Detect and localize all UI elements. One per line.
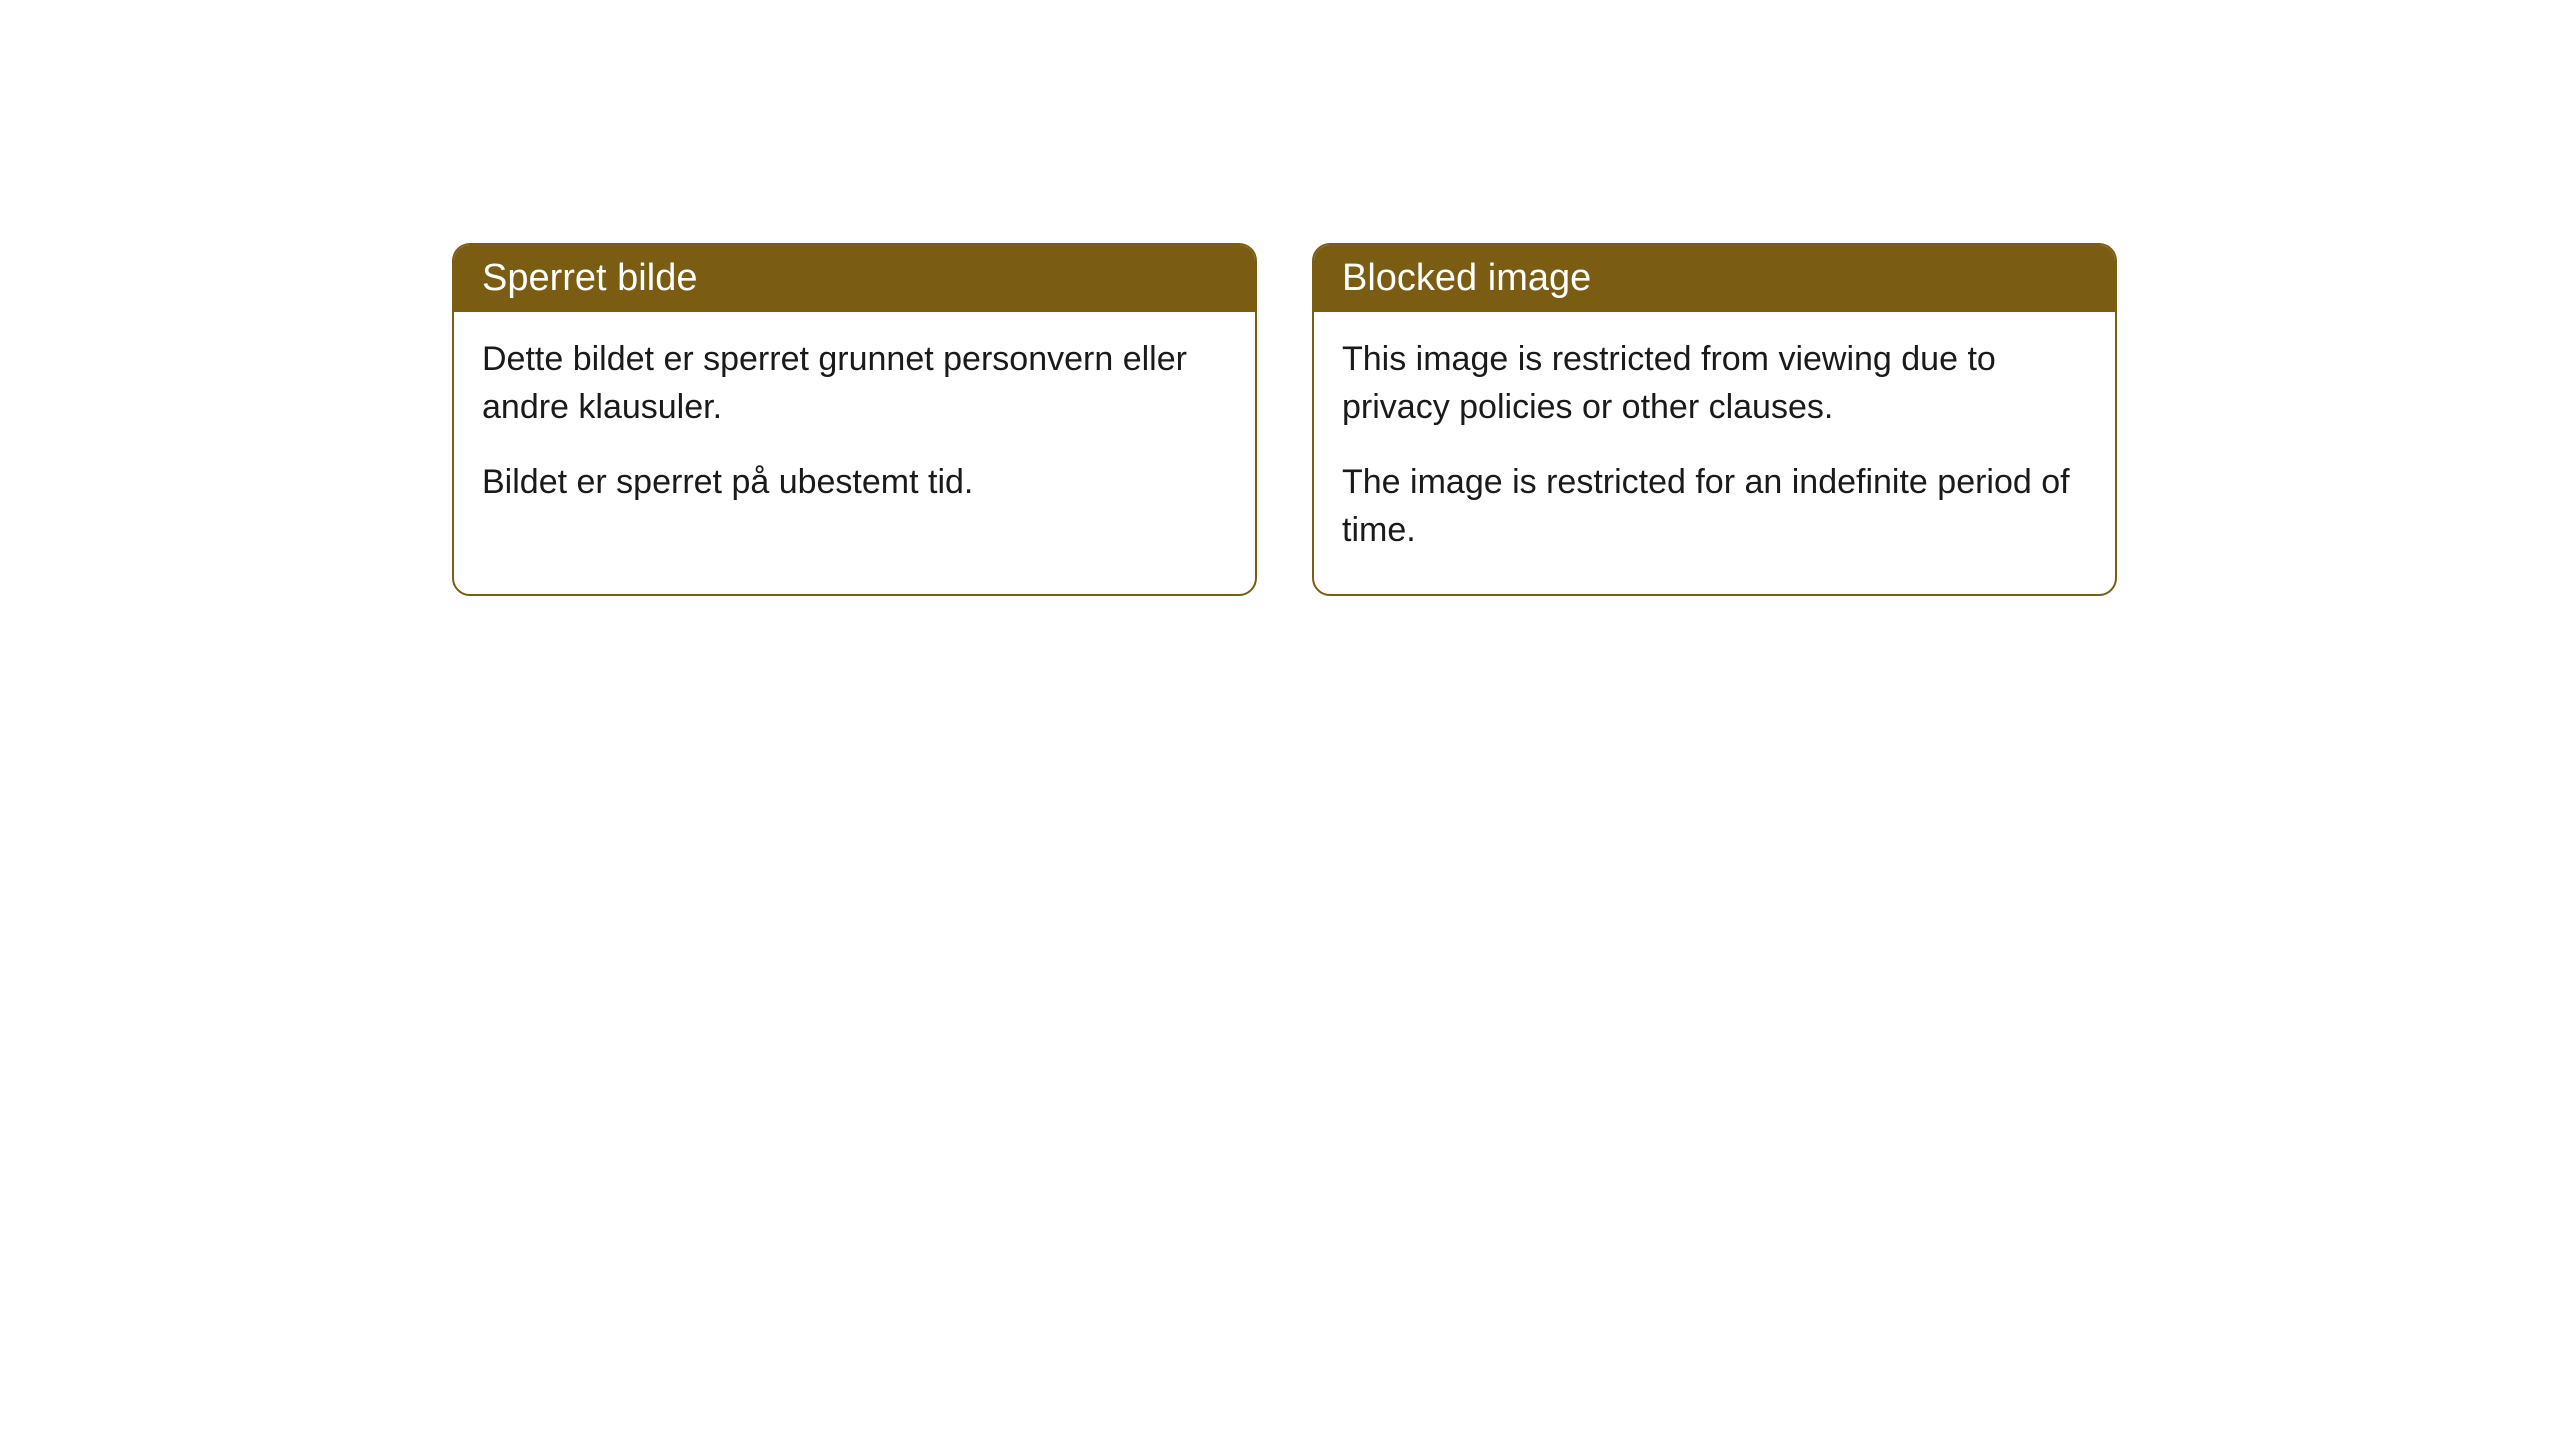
- card-body-norwegian: Dette bildet er sperret grunnet personve…: [454, 312, 1255, 547]
- card-header-norwegian: Sperret bilde: [454, 245, 1255, 312]
- card-paragraph-2-english: The image is restricted for an indefinit…: [1342, 459, 2087, 554]
- blocked-image-card-norwegian: Sperret bilde Dette bildet er sperret gr…: [452, 243, 1257, 596]
- card-paragraph-2-norwegian: Bildet er sperret på ubestemt tid.: [482, 459, 1227, 507]
- card-paragraph-1-norwegian: Dette bildet er sperret grunnet personve…: [482, 336, 1227, 431]
- card-body-english: This image is restricted from viewing du…: [1314, 312, 2115, 594]
- blocked-image-card-english: Blocked image This image is restricted f…: [1312, 243, 2117, 596]
- notice-cards-container: Sperret bilde Dette bildet er sperret gr…: [452, 243, 2117, 596]
- card-header-english: Blocked image: [1314, 245, 2115, 312]
- card-paragraph-1-english: This image is restricted from viewing du…: [1342, 336, 2087, 431]
